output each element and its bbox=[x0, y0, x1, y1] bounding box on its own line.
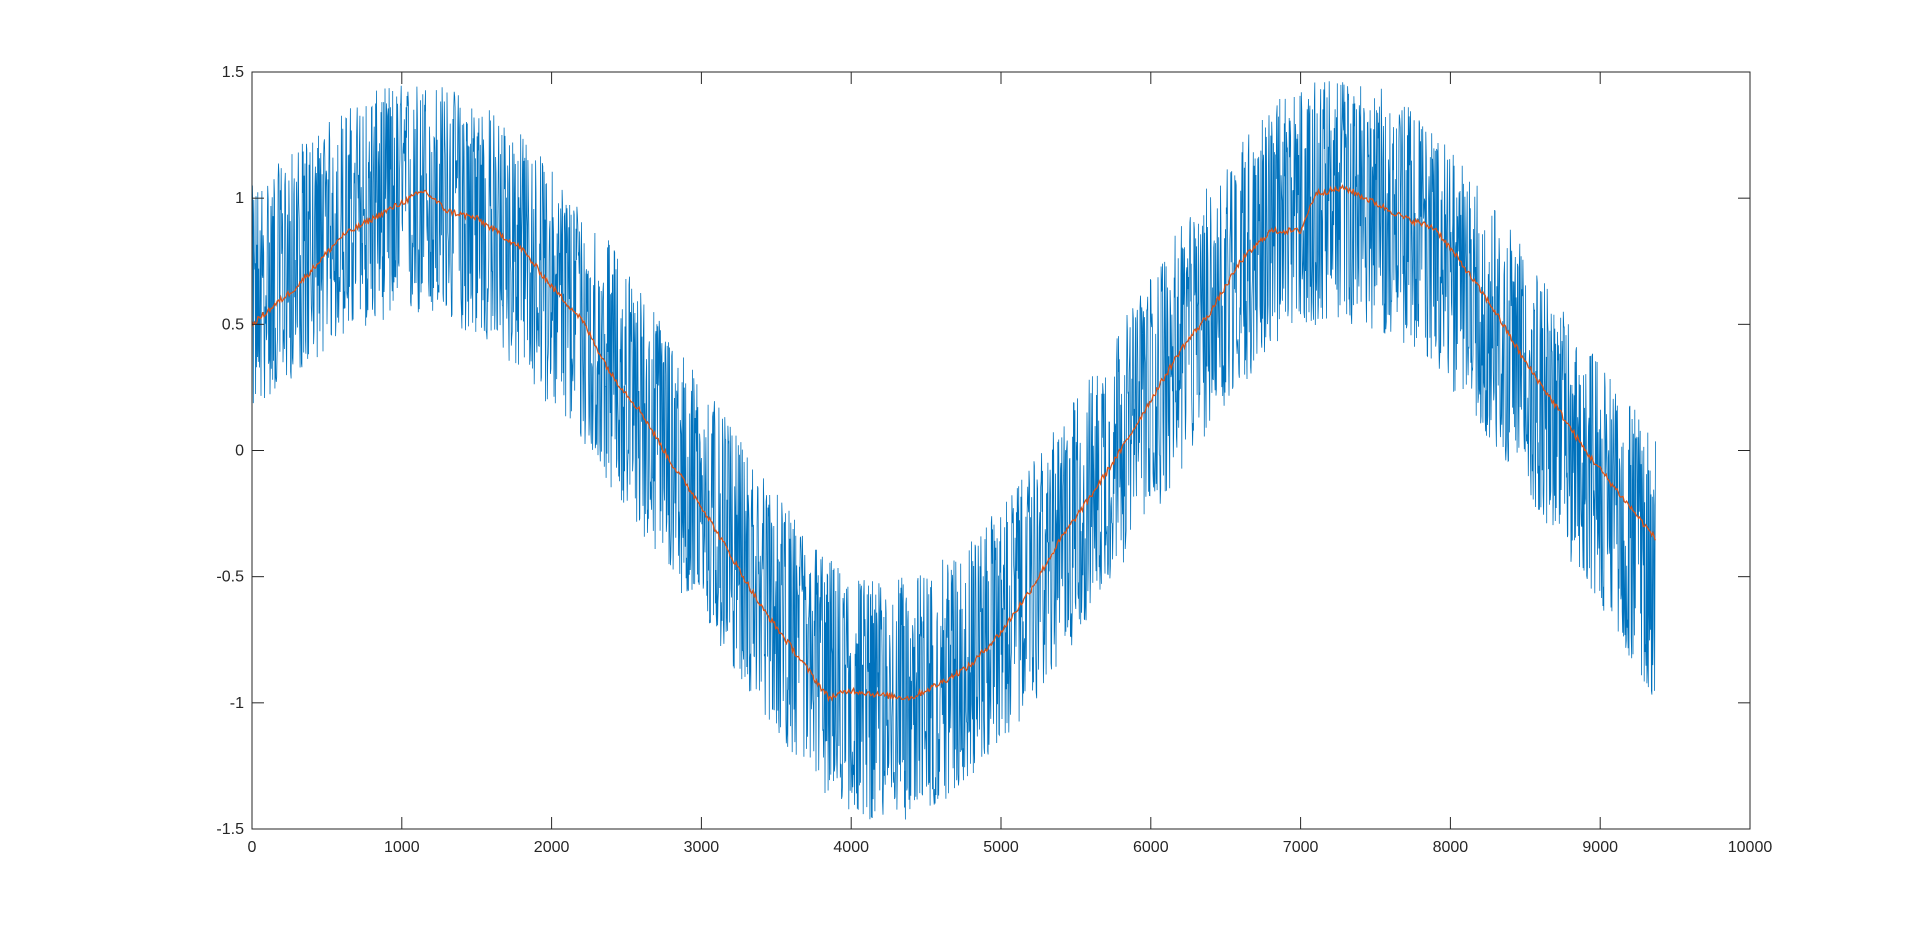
x-tick-label: 3000 bbox=[684, 839, 720, 856]
y-tick-label: 1.5 bbox=[222, 64, 244, 81]
tick-layer: 0 1000 2000 3000 4000 5000 6000 7000 8000 9000 100… bbox=[216, 64, 1772, 856]
x-tick-label: 0 bbox=[248, 839, 257, 856]
x-tick-label: 6000 bbox=[1133, 839, 1169, 856]
smoothed-signal-line bbox=[251, 183, 1656, 703]
y-tick-label: -0.5 bbox=[216, 569, 244, 586]
y-tick-label: -1 bbox=[230, 695, 244, 712]
y-tick-label: 0.5 bbox=[222, 316, 244, 333]
x-tick-label: 5000 bbox=[983, 839, 1019, 856]
x-tick-label: 9000 bbox=[1582, 839, 1618, 856]
x-tick-label: 10000 bbox=[1728, 839, 1773, 856]
y-tick-label: -1.5 bbox=[216, 821, 244, 838]
x-tick-label: 8000 bbox=[1433, 839, 1469, 856]
x-tick-label: 2000 bbox=[534, 839, 570, 856]
x-tick-label: 1000 bbox=[384, 839, 420, 856]
x-tick-label: 4000 bbox=[833, 839, 869, 856]
y-tick-label: 0 bbox=[235, 443, 244, 460]
series-layer bbox=[251, 81, 1656, 820]
x-tick-label: 7000 bbox=[1283, 839, 1319, 856]
noisy-signal-line bbox=[251, 81, 1656, 820]
y-tick-label: 1 bbox=[235, 190, 244, 207]
